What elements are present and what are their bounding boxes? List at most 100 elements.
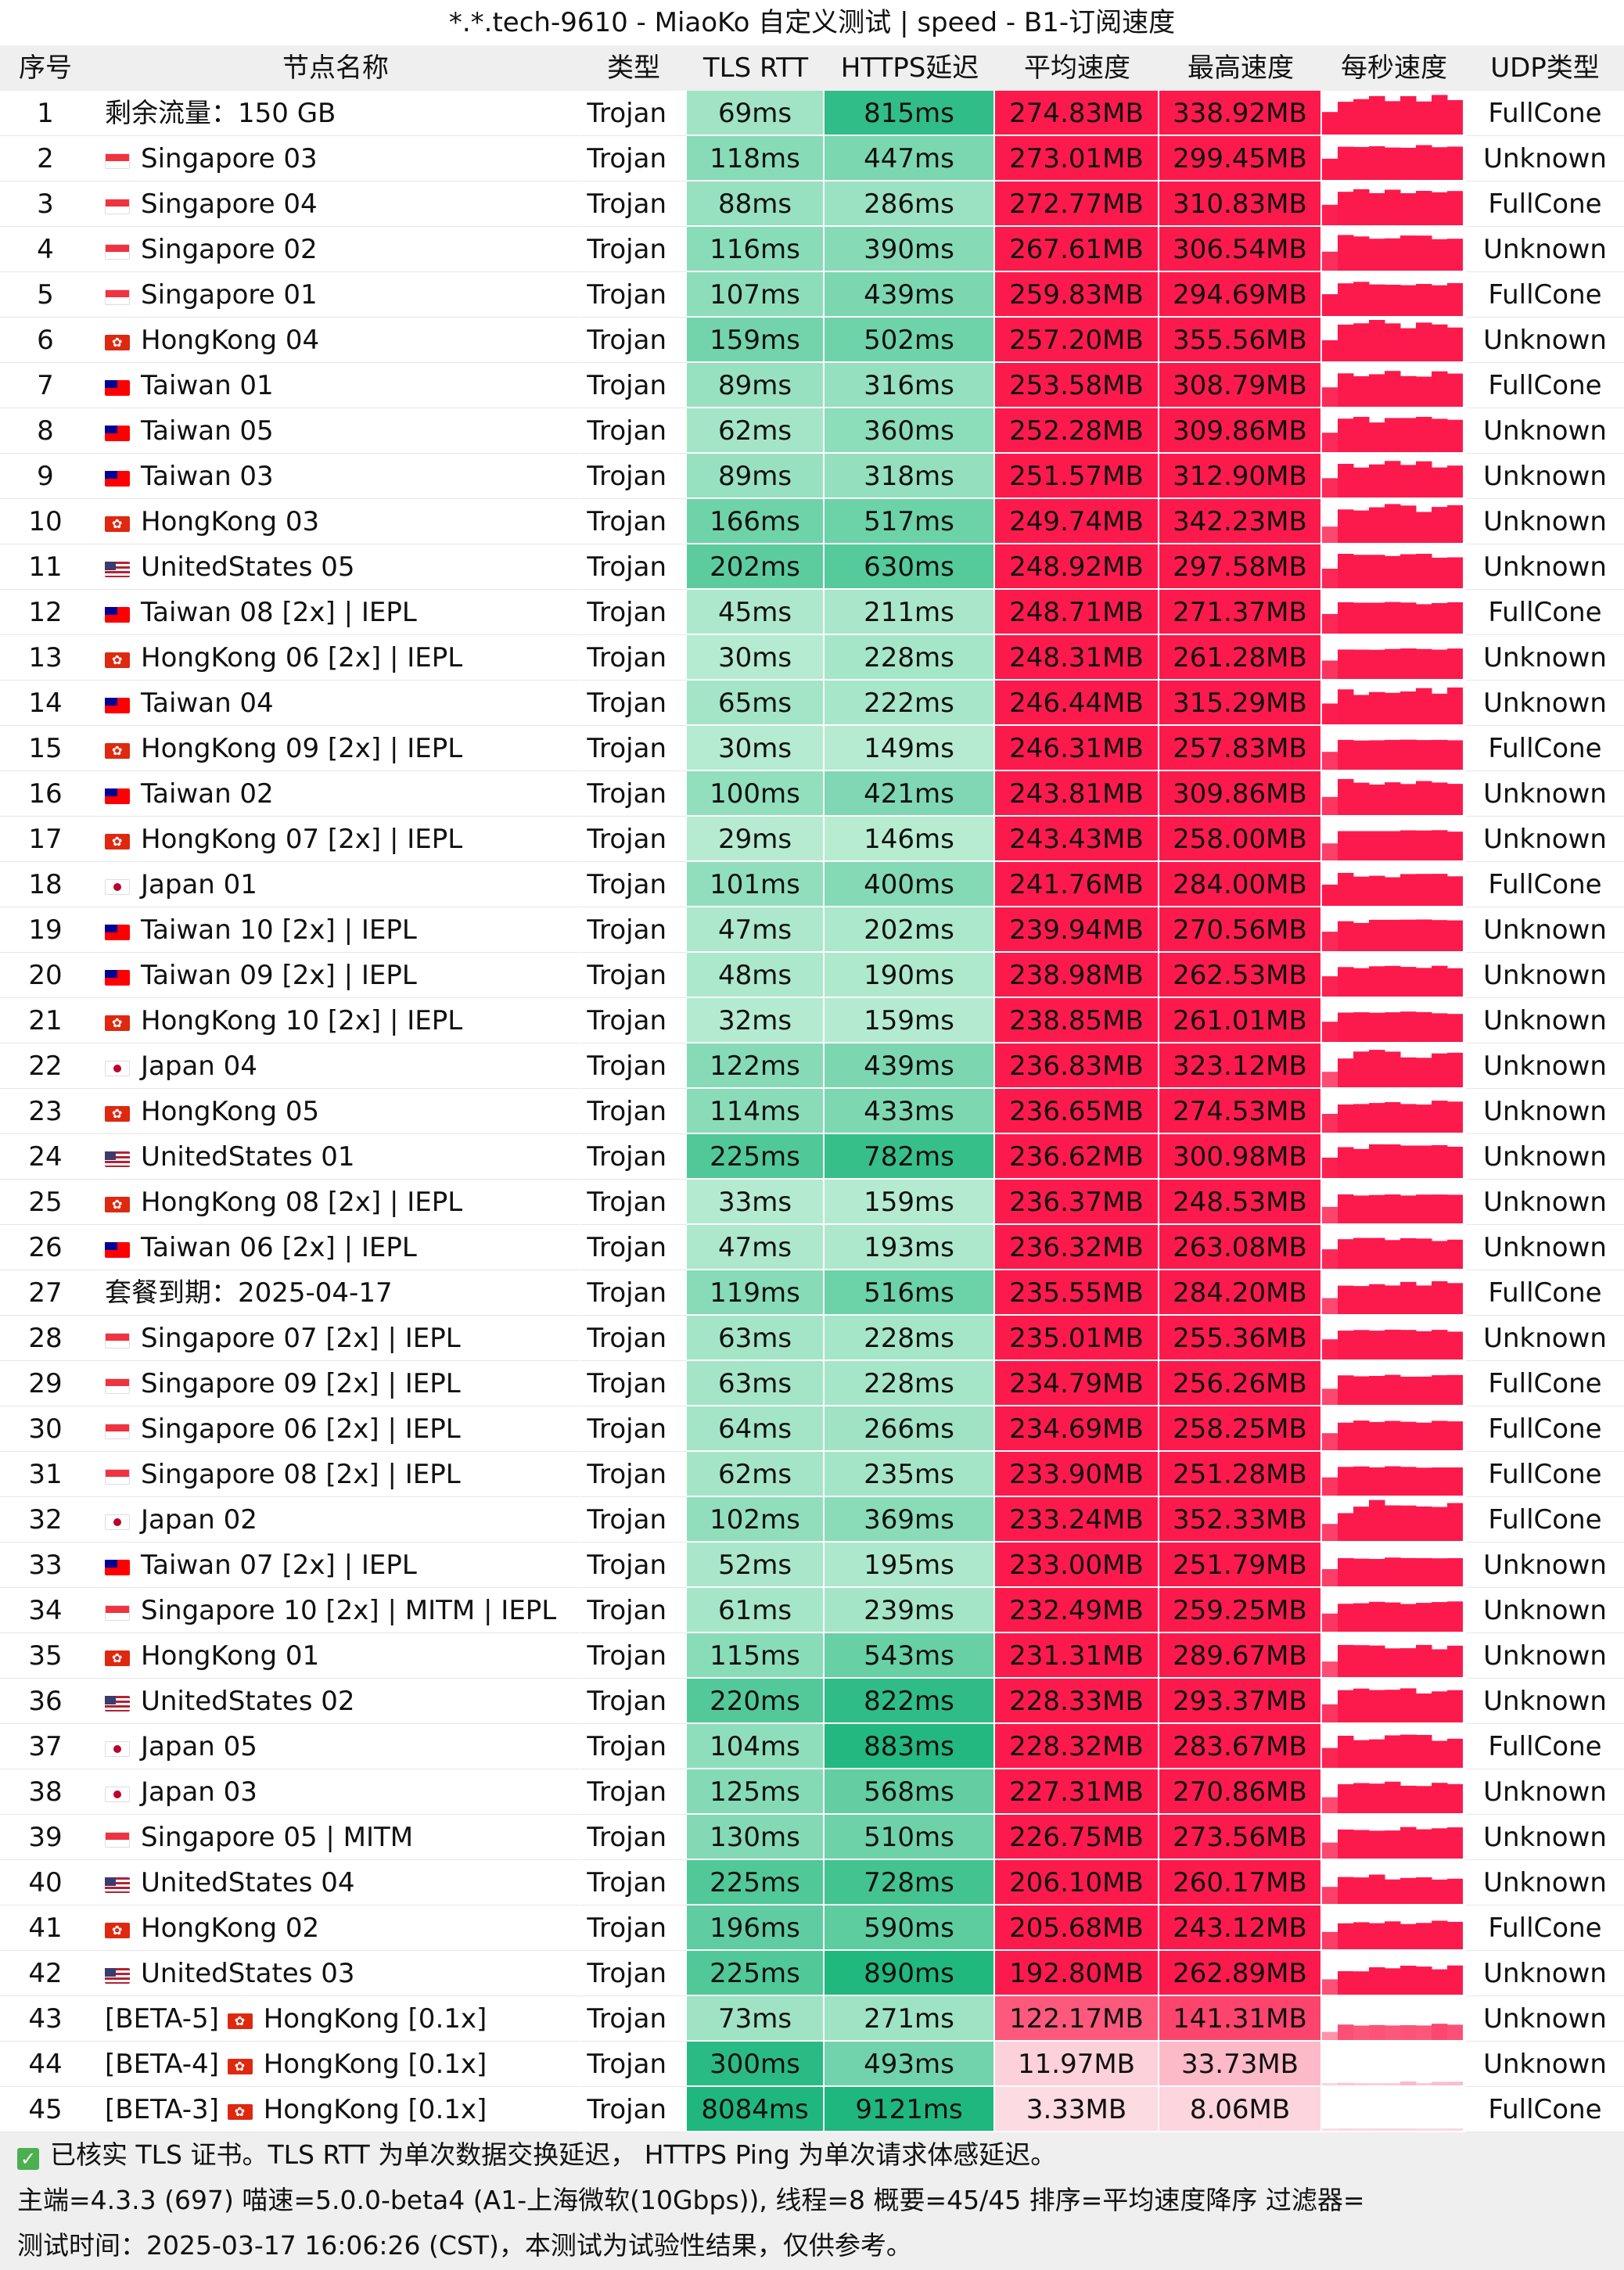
https-latency-value: 146ms: [825, 817, 995, 862]
node-name-cell: UnitedStates 04: [91, 1860, 580, 1905]
header-type[interactable]: 类型: [607, 52, 660, 84]
table-row[interactable]: 34 Singapore 10 [2x] | MITM | IEPL Trojan 6…: [0, 1588, 1624, 1633]
header-avg-speed[interactable]: 平均速度: [1024, 52, 1130, 84]
sparkline-bar: [1416, 919, 1432, 951]
table-row[interactable]: 18 Japan 01 Trojan 101ms 400ms 241.76MB 284.00…: [0, 862, 1624, 907]
table-row[interactable]: 41 HongKong 02 Trojan196ms590ms205.68MB243…: [0, 1905, 1624, 1951]
header-max-speed[interactable]: 最高速度: [1187, 52, 1294, 84]
https-latency-value: 239ms: [825, 1588, 995, 1633]
header-per-second-speed[interactable]: 每秒速度: [1341, 52, 1447, 84]
https-latency-value: 159ms: [825, 1180, 995, 1225]
table-row[interactable]: 35 HongKong 01 Trojan115ms543ms231.31MB289…: [0, 1633, 1624, 1679]
table-row[interactable]: 2 Singapore 03 Trojan 118ms 447ms 273.01MB 299…: [0, 136, 1624, 181]
table-row[interactable]: 29 Singapore 09 [2x] | IEPL Trojan 63ms 228m…: [0, 1361, 1624, 1406]
table-row[interactable]: 42 UnitedStates 03 Trojan 225ms 890ms 192.80M…: [0, 1951, 1624, 1996]
sparkline-bar: [1353, 416, 1370, 452]
table-row[interactable]: 28 Singapore 07 [2x] | IEPL Trojan 63ms 228m…: [0, 1316, 1624, 1361]
sparkline-bar: [1369, 1874, 1385, 1904]
udp-type: FullCone: [1466, 1406, 1624, 1452]
table-row[interactable]: 32 Japan 02 Trojan 102ms 369ms 233.24MB 352.33…: [0, 1497, 1624, 1543]
sparkline-bar: [1432, 1145, 1448, 1178]
max-speed-value: 251.79MB: [1159, 1543, 1322, 1588]
table-row[interactable]: 3 Singapore 04 Trojan 88ms 286ms 272.77MB 310.…: [0, 181, 1624, 227]
table-row[interactable]: 45[BETA-3] HongKong [0.1x]Trojan8084ms91…: [0, 2087, 1624, 2132]
table-row[interactable]: 17 HongKong 07 [2x] | IEPL Trojan29ms146ms…: [0, 817, 1624, 862]
sparkline-bar: [1369, 1331, 1385, 1359]
table-row[interactable]: 25 HongKong 08 [2x] | IEPL Trojan33ms159ms…: [0, 1180, 1624, 1225]
table-row[interactable]: 10 HongKong 03 Trojan166ms517ms249.74MB342…: [0, 499, 1624, 544]
udp-type: Unknown: [1466, 998, 1624, 1043]
udp-type: Unknown: [1466, 544, 1624, 590]
table-row[interactable]: 1 剩余流量：150 GB Trojan 69ms 815ms 274.83MB 338.9…: [0, 91, 1624, 136]
node-name-cell: Taiwan 01: [91, 363, 580, 408]
table-row[interactable]: 38 Japan 03 Trojan 125ms 568ms 227.31MB 270.86…: [0, 1769, 1624, 1815]
table-row[interactable]: 24 UnitedStates 01 Trojan 225ms 782ms 236.62M…: [0, 1134, 1624, 1180]
table-row[interactable]: 39 Singapore 05 | MITM Trojan 130ms 510ms 226…: [0, 1815, 1624, 1860]
row-index: 26: [0, 1225, 91, 1270]
avg-speed-value: 228.33MB: [995, 1679, 1159, 1724]
table-row[interactable]: 11 UnitedStates 05 Trojan 202ms 630ms 248.92M…: [0, 544, 1624, 590]
table-row[interactable]: 4 Singapore 02 Trojan 116ms 390ms 267.61MB 306…: [0, 227, 1624, 272]
protocol-type: Trojan: [580, 998, 687, 1043]
table-row[interactable]: 43[BETA-5] HongKong [0.1x]Trojan73ms271m…: [0, 1996, 1624, 2042]
sparkline-bar: [1416, 101, 1432, 135]
per-second-speed-sparkline: [1322, 1588, 1466, 1633]
https-latency-value: 190ms: [825, 953, 995, 998]
header-udp-type[interactable]: UDP类型: [1490, 52, 1600, 84]
sparkline-bar: [1353, 2083, 1370, 2085]
sparkline-bar: [1369, 95, 1385, 135]
https-latency-value: 433ms: [825, 1089, 995, 1134]
table-row[interactable]: 7 Taiwan 01 Trojan 89ms 316ms 253.58MB 308.79M…: [0, 363, 1624, 408]
table-row[interactable]: 8 Taiwan 05 Trojan 62ms 360ms 252.28MB 309.86M…: [0, 408, 1624, 454]
table-row[interactable]: 22 Japan 04 Trojan 122ms 439ms 236.83MB 323.12…: [0, 1043, 1624, 1089]
sparkline-bar: [1322, 884, 1338, 906]
flag-hk-icon: [105, 638, 130, 680]
header-tls-rtt[interactable]: TLS RTT: [702, 52, 809, 84]
per-second-speed-sparkline: [1322, 953, 1466, 998]
https-latency-value: 266ms: [825, 1406, 995, 1452]
table-row[interactable]: 9 Taiwan 03 Trojan 89ms 318ms 251.57MB 312.90M…: [0, 454, 1624, 499]
header-node-name[interactable]: 节点名称: [282, 52, 389, 84]
sparkline-bar: [1385, 285, 1401, 316]
sparkline-bar: [1322, 387, 1338, 407]
table-row[interactable]: 21 HongKong 10 [2x] | IEPL Trojan32ms159ms…: [0, 998, 1624, 1043]
table-row[interactable]: 44[BETA-4] HongKong [0.1x]Trojan300ms493…: [0, 2042, 1624, 2087]
table-row[interactable]: 30 Singapore 06 [2x] | IEPL Trojan 64ms 266m…: [0, 1406, 1624, 1452]
table-row[interactable]: 26 Taiwan 06 [2x] | IEPL Trojan 47ms 193ms 23…: [0, 1225, 1624, 1270]
https-latency-value: 193ms: [825, 1225, 995, 1270]
table-row[interactable]: 23 HongKong 05 Trojan114ms433ms236.65MB274…: [0, 1089, 1624, 1134]
table-row[interactable]: 16 Taiwan 02 Trojan 100ms 421ms 243.81MB 309.8…: [0, 771, 1624, 817]
sparkline-svg: [1322, 1644, 1463, 1677]
sparkline-bar: [1353, 1688, 1370, 1722]
table-row[interactable]: 15 HongKong 09 [2x] | IEPL Trojan30ms149ms…: [0, 726, 1624, 771]
avg-speed-value: 252.28MB: [995, 408, 1159, 454]
sparkline-bar: [1322, 843, 1338, 860]
sparkline-bar: [1432, 874, 1448, 906]
table-row[interactable]: 40 UnitedStates 04 Trojan 225ms 728ms 206.10M…: [0, 1860, 1624, 1905]
sparkline-svg: [1322, 739, 1463, 770]
row-index: 8: [0, 408, 91, 454]
sparkline-bar: [1400, 505, 1417, 543]
sparkline-bar: [1369, 831, 1385, 860]
sparkline-bar: [1432, 239, 1448, 271]
header-https-latency[interactable]: HTTPS延迟: [840, 52, 979, 84]
table-row[interactable]: 31 Singapore 08 [2x] | IEPL Trojan 62ms 235m…: [0, 1452, 1624, 1497]
tls-rtt-value: 102ms: [687, 1497, 825, 1543]
flag-tw-icon: [105, 471, 130, 487]
table-row[interactable]: 37 Japan 05 Trojan 104ms 883ms 228.32MB 283.67…: [0, 1724, 1624, 1769]
table-row[interactable]: 27 套餐到期：2025-04-17 Trojan 119ms 516ms 235.55M…: [0, 1270, 1624, 1316]
table-row[interactable]: 12 Taiwan 08 [2x] | IEPL Trojan 45ms 211ms 24…: [0, 590, 1624, 635]
table-row[interactable]: 14 Taiwan 04 Trojan 65ms 222ms 246.44MB 315.29…: [0, 681, 1624, 726]
tls-rtt-value: 47ms: [687, 1225, 825, 1270]
table-row[interactable]: 5 Singapore 01 Trojan 107ms 439ms 259.83MB 294…: [0, 272, 1624, 318]
table-row[interactable]: 20 Taiwan 09 [2x] | IEPL Trojan 48ms 190ms 23…: [0, 953, 1624, 998]
table-row[interactable]: 33 Taiwan 07 [2x] | IEPL Trojan 52ms 195ms 23…: [0, 1543, 1624, 1588]
header-index[interactable]: 序号: [19, 52, 72, 84]
avg-speed-value: 243.81MB: [995, 771, 1159, 817]
table-row[interactable]: 36 UnitedStates 02 Trojan 220ms 822ms 228.33M…: [0, 1679, 1624, 1724]
protocol-type: Trojan: [580, 953, 687, 998]
table-row[interactable]: 6 HongKong 04 Trojan159ms502ms257.20MB355.…: [0, 318, 1624, 363]
max-speed-value: 299.45MB: [1159, 136, 1322, 181]
table-row[interactable]: 19 Taiwan 10 [2x] | IEPL Trojan 47ms 202ms 23…: [0, 907, 1624, 953]
table-row[interactable]: 13 HongKong 06 [2x] | IEPL Trojan30ms228ms…: [0, 635, 1624, 681]
